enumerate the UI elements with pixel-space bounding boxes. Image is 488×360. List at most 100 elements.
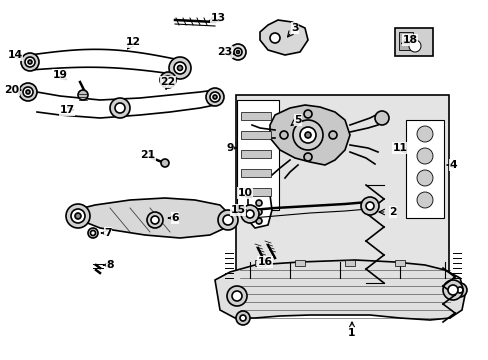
Bar: [394, 28, 432, 56]
Polygon shape: [260, 20, 307, 55]
Circle shape: [304, 153, 311, 161]
Circle shape: [416, 170, 432, 186]
Bar: [241, 150, 270, 158]
Circle shape: [160, 72, 176, 88]
Circle shape: [177, 66, 182, 71]
Text: 10: 10: [237, 188, 252, 198]
Circle shape: [26, 90, 30, 94]
Text: 16: 16: [257, 257, 272, 267]
Circle shape: [374, 111, 388, 125]
Text: 18: 18: [402, 35, 417, 45]
Text: 11: 11: [392, 143, 407, 153]
Circle shape: [256, 200, 262, 206]
Circle shape: [223, 215, 232, 225]
Circle shape: [213, 95, 217, 99]
Circle shape: [151, 216, 159, 224]
Circle shape: [161, 159, 169, 167]
Circle shape: [226, 286, 246, 306]
Circle shape: [231, 291, 242, 301]
Circle shape: [447, 285, 457, 295]
Circle shape: [328, 131, 336, 139]
Circle shape: [115, 103, 125, 113]
Circle shape: [19, 83, 37, 101]
Circle shape: [299, 127, 315, 143]
Bar: [241, 169, 270, 177]
Circle shape: [360, 197, 378, 215]
Circle shape: [205, 88, 224, 106]
Circle shape: [245, 210, 253, 218]
Circle shape: [280, 131, 287, 139]
Polygon shape: [215, 260, 464, 320]
Bar: [405, 120, 443, 218]
Circle shape: [209, 92, 220, 102]
Circle shape: [88, 228, 98, 238]
Text: 2: 2: [388, 207, 396, 217]
Circle shape: [236, 311, 249, 325]
Bar: [254, 260, 264, 266]
Bar: [241, 131, 270, 139]
Text: 20: 20: [4, 85, 20, 95]
Bar: [241, 188, 270, 196]
Text: 17: 17: [60, 105, 74, 115]
Circle shape: [218, 210, 238, 230]
Text: 7: 7: [104, 228, 112, 238]
Circle shape: [256, 218, 262, 224]
Bar: [236, 95, 448, 278]
Circle shape: [78, 90, 88, 100]
Circle shape: [408, 40, 420, 52]
Text: 23: 23: [217, 47, 232, 57]
Circle shape: [21, 53, 39, 71]
Circle shape: [442, 280, 462, 300]
Bar: [345, 260, 354, 266]
Circle shape: [456, 287, 462, 293]
Text: 4: 4: [448, 160, 456, 170]
Circle shape: [240, 315, 245, 321]
Bar: [398, 32, 412, 50]
Circle shape: [416, 192, 432, 208]
Circle shape: [110, 98, 130, 118]
Circle shape: [23, 87, 33, 97]
Text: 19: 19: [52, 70, 67, 80]
Circle shape: [229, 44, 245, 60]
Circle shape: [416, 126, 432, 142]
Circle shape: [292, 120, 323, 150]
Circle shape: [66, 204, 90, 228]
Circle shape: [416, 148, 432, 164]
Circle shape: [304, 110, 311, 118]
Circle shape: [365, 202, 373, 210]
Bar: [394, 260, 404, 266]
Text: 15: 15: [230, 205, 245, 215]
Text: 1: 1: [347, 328, 355, 338]
Circle shape: [25, 57, 35, 67]
Circle shape: [90, 230, 95, 235]
Text: 12: 12: [125, 37, 140, 47]
Circle shape: [28, 60, 32, 64]
Circle shape: [234, 48, 242, 56]
Circle shape: [75, 213, 81, 219]
Circle shape: [174, 62, 185, 74]
Text: 14: 14: [7, 50, 22, 60]
Circle shape: [147, 212, 163, 228]
Circle shape: [269, 33, 280, 43]
Text: 3: 3: [290, 23, 298, 33]
Text: 9: 9: [226, 143, 233, 153]
Text: 22: 22: [160, 77, 175, 87]
Polygon shape: [247, 195, 271, 228]
Text: 5: 5: [294, 115, 301, 125]
Circle shape: [236, 50, 239, 54]
Circle shape: [452, 283, 466, 297]
Text: 21: 21: [140, 150, 155, 160]
Circle shape: [169, 57, 191, 79]
Text: 8: 8: [106, 260, 114, 270]
Bar: [237, 100, 279, 210]
Polygon shape: [75, 198, 229, 238]
Circle shape: [241, 205, 259, 223]
Circle shape: [256, 209, 262, 215]
Circle shape: [305, 132, 310, 138]
Bar: [241, 112, 270, 120]
Circle shape: [71, 209, 85, 223]
Bar: [294, 260, 305, 266]
Polygon shape: [269, 105, 349, 165]
Text: 13: 13: [210, 13, 225, 23]
Circle shape: [163, 76, 172, 84]
